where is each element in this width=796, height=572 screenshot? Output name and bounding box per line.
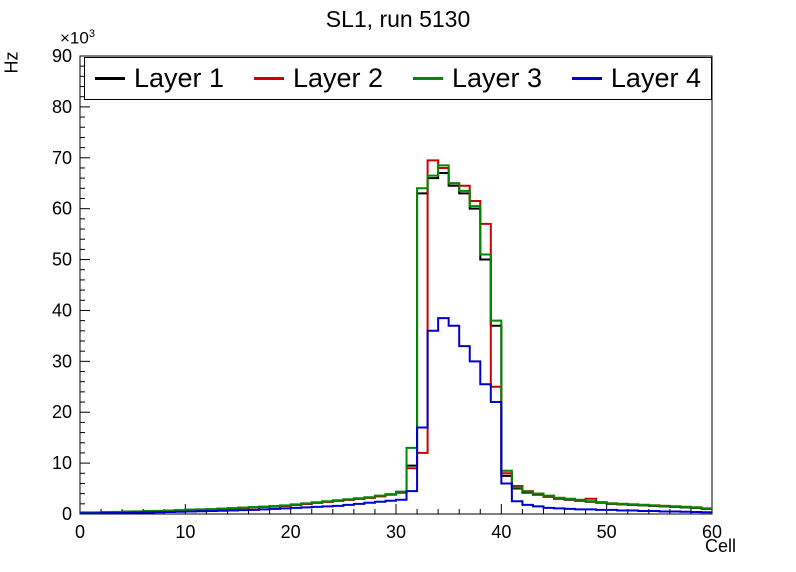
svg-text:20: 20 (281, 522, 301, 542)
svg-text:30: 30 (386, 522, 406, 542)
svg-text:60: 60 (702, 522, 722, 542)
legend-line-swatch-layer-3 (412, 77, 443, 80)
svg-text:30: 30 (52, 351, 72, 371)
svg-text:0: 0 (62, 504, 72, 524)
svg-text:60: 60 (52, 199, 72, 219)
svg-text:0: 0 (75, 522, 85, 542)
legend-item-layer-1: Layer 1 (95, 63, 224, 94)
legend-label-layer-3: Layer 3 (451, 63, 542, 93)
y-multiplier-base: ×10 (60, 28, 89, 48)
legend-line-swatch-layer-2 (253, 77, 284, 80)
y-multiplier-exponent: 3 (88, 28, 95, 40)
legend-line-swatch-layer-1 (95, 77, 125, 80)
svg-text:50: 50 (52, 250, 72, 270)
svg-text:40: 40 (491, 522, 511, 542)
svg-text:10: 10 (175, 522, 195, 542)
svg-text:20: 20 (52, 402, 72, 422)
legend: Layer 1 Layer 2 Layer 3 Layer 4 (84, 57, 712, 100)
legend-label-layer-1: Layer 1 (134, 63, 225, 93)
y-axis-multiplier: ×103 (60, 28, 95, 49)
legend-label-layer-4: Layer 4 (610, 63, 701, 93)
svg-text:90: 90 (52, 46, 72, 66)
legend-item-layer-4: Layer 4 (571, 63, 701, 94)
svg-text:10: 10 (52, 453, 72, 473)
chart-title: SL1, run 5130 (325, 6, 471, 32)
legend-line-swatch-layer-4 (571, 77, 602, 80)
svg-text:40: 40 (52, 300, 72, 320)
legend-label-layer-2: Layer 2 (292, 63, 384, 93)
svg-text:70: 70 (52, 148, 72, 168)
svg-text:80: 80 (52, 97, 72, 117)
legend-item-layer-3: Layer 3 (412, 63, 542, 94)
legend-item-layer-2: Layer 2 (253, 63, 384, 94)
svg-text:50: 50 (597, 522, 617, 542)
x-axis-title: Cell (704, 536, 736, 556)
